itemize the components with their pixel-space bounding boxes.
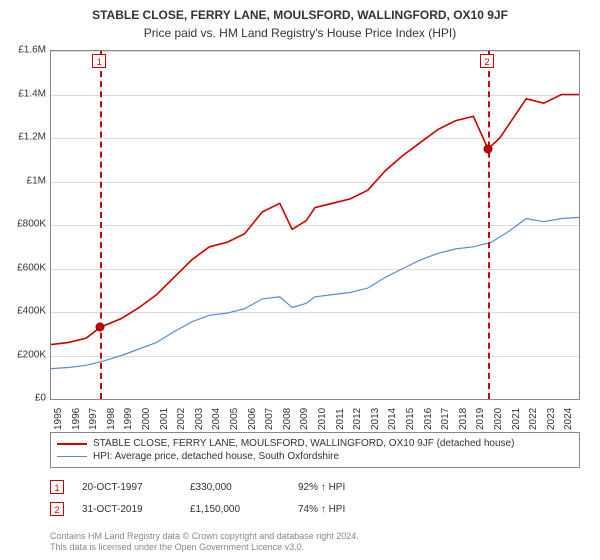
footer-line: This data is licensed under the Open Gov… (50, 542, 359, 554)
x-axis-tick-label: 2000 (141, 408, 152, 430)
legend-label: STABLE CLOSE, FERRY LANE, MOULSFORD, WAL… (93, 438, 514, 449)
x-axis-tick-label: 2024 (563, 408, 574, 430)
line-series-svg (51, 51, 579, 399)
sale-pct: 74% ↑ HPI (298, 504, 345, 515)
x-axis-tick-label: 2008 (282, 408, 293, 430)
x-axis-tick-label: 1998 (106, 408, 117, 430)
y-axis-tick-label: £600K (17, 262, 46, 273)
x-axis-tick-label: 2012 (352, 408, 363, 430)
chart-title: STABLE CLOSE, FERRY LANE, MOULSFORD, WAL… (0, 0, 600, 22)
x-axis-tick-label: 2016 (423, 408, 434, 430)
sale-point (484, 144, 493, 153)
sale-pct: 92% ↑ HPI (298, 482, 345, 493)
y-axis-tick-label: £0 (35, 393, 46, 404)
x-axis-tick-label: 2009 (299, 408, 310, 430)
x-axis-tick-label: 2005 (229, 408, 240, 430)
chart-container: STABLE CLOSE, FERRY LANE, MOULSFORD, WAL… (0, 0, 600, 560)
x-axis-tick-label: 2021 (511, 408, 522, 430)
table-row: 1 20-OCT-1997 £330,000 92% ↑ HPI (50, 476, 345, 498)
x-axis-tick-label: 2011 (335, 408, 346, 430)
sale-marker-icon: 1 (50, 480, 64, 494)
x-axis-tick-label: 2022 (528, 408, 539, 430)
legend-swatch (57, 443, 87, 445)
sales-table: 1 20-OCT-1997 £330,000 92% ↑ HPI 2 31-OC… (50, 476, 345, 520)
sale-marker-top: 2 (480, 54, 494, 68)
y-axis-tick-label: £800K (17, 219, 46, 230)
y-axis-tick-label: £200K (17, 349, 46, 360)
series-line-hpi (51, 217, 579, 368)
x-axis-tick-label: 2018 (458, 408, 469, 430)
plot-area (50, 50, 580, 400)
sale-marker-top: 1 (92, 54, 106, 68)
x-axis-tick-label: 2006 (247, 408, 258, 430)
x-axis-tick-label: 2023 (546, 408, 557, 430)
sale-price: £330,000 (190, 482, 280, 493)
sale-date: 31-OCT-2019 (82, 504, 172, 515)
x-axis-tick-label: 2015 (405, 408, 416, 430)
y-axis-tick-label: £1.2M (18, 132, 46, 143)
y-axis-tick-label: £1.6M (18, 45, 46, 56)
x-axis-tick-label: 2020 (493, 408, 504, 430)
x-axis-tick-label: 2004 (211, 408, 222, 430)
y-axis-tick-label: £400K (17, 306, 46, 317)
legend-item: HPI: Average price, detached house, Sout… (57, 450, 573, 463)
x-axis-tick-label: 2003 (194, 408, 205, 430)
x-axis-tick-label: 1999 (123, 408, 134, 430)
x-axis-tick-label: 2010 (317, 408, 328, 430)
x-axis-tick-label: 2017 (440, 408, 451, 430)
legend-item: STABLE CLOSE, FERRY LANE, MOULSFORD, WAL… (57, 437, 573, 450)
legend-swatch (57, 456, 87, 457)
x-axis-tick-label: 1997 (88, 408, 99, 430)
x-axis-tick-label: 2002 (176, 408, 187, 430)
legend: STABLE CLOSE, FERRY LANE, MOULSFORD, WAL… (50, 432, 580, 468)
sale-vline (488, 51, 490, 399)
table-row: 2 31-OCT-2019 £1,150,000 74% ↑ HPI (50, 498, 345, 520)
attribution-footer: Contains HM Land Registry data © Crown c… (50, 531, 359, 554)
x-axis-tick-label: 2013 (370, 408, 381, 430)
y-axis-tick-label: £1.4M (18, 88, 46, 99)
legend-label: HPI: Average price, detached house, Sout… (93, 451, 339, 462)
y-axis-tick-label: £1M (27, 175, 46, 186)
sale-point (96, 323, 105, 332)
x-axis-tick-label: 1995 (53, 408, 64, 430)
x-axis-tick-label: 2001 (159, 408, 170, 430)
sale-vline (100, 51, 102, 399)
sale-date: 20-OCT-1997 (82, 482, 172, 493)
sale-price: £1,150,000 (190, 504, 280, 515)
chart-subtitle: Price paid vs. HM Land Registry's House … (0, 22, 600, 40)
sale-marker-icon: 2 (50, 502, 64, 516)
x-axis-tick-label: 2007 (264, 408, 275, 430)
x-axis-tick-label: 2014 (387, 408, 398, 430)
x-axis-tick-label: 2019 (475, 408, 486, 430)
footer-line: Contains HM Land Registry data © Crown c… (50, 531, 359, 543)
series-line-property (51, 95, 579, 345)
x-axis-tick-label: 1996 (71, 408, 82, 430)
